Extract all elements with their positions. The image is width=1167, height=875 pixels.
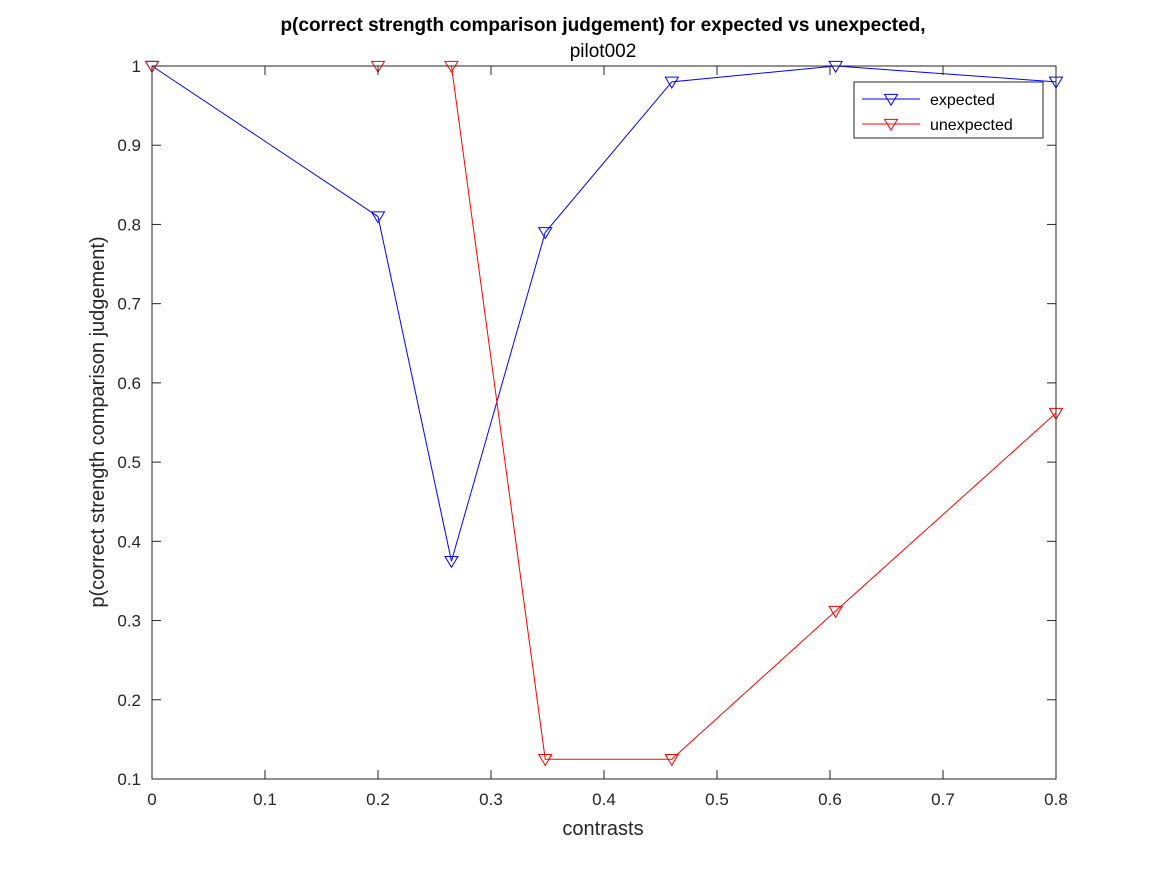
y-tick-label: 0.8 — [117, 215, 141, 234]
data-point-unexpected — [828, 605, 844, 619]
legend-marker — [883, 118, 899, 132]
legend-label: unexpected — [930, 117, 1013, 134]
y-tick-label: 0.5 — [117, 453, 141, 472]
data-point-unexpected — [664, 754, 680, 767]
data-point-expected — [370, 211, 386, 224]
data-point-expected — [537, 227, 553, 240]
legend-box — [853, 81, 1044, 139]
x-tick-label: 0.3 — [479, 790, 503, 809]
chart-title: p(correct strength comparison judgement)… — [280, 15, 925, 36]
x-axis: 0 0.1 0.2 0.3 0.4 0.5 0.6 0.7 0.8 — [147, 66, 1068, 809]
data-point-unexpected — [370, 60, 386, 74]
x-tick-label: 0.4 — [592, 790, 616, 809]
plot-area — [152, 66, 1056, 779]
legend-marker — [883, 93, 899, 107]
y-tick-label: 0.1 — [117, 770, 141, 789]
y-tick-label: 0.9 — [117, 136, 141, 155]
x-tick-label: 0.1 — [253, 790, 277, 809]
y-axis-label: p(correct strength comparison judgement) — [87, 236, 109, 607]
x-axis-label: contrasts — [562, 818, 643, 840]
data-point-expected — [828, 60, 844, 74]
x-tick-label: 0.8 — [1044, 790, 1068, 809]
legend-entry-unexpected: unexpected — [862, 117, 1013, 134]
legend: expected unexpected — [853, 81, 1044, 139]
y-axis: 0.1 0.2 0.3 0.4 0.5 0.6 0.7 0.8 0.9 1 — [117, 57, 1056, 789]
y-tick-label: 0.7 — [117, 295, 141, 314]
x-tick-label: 0.2 — [366, 790, 390, 809]
y-tick-label: 0.6 — [117, 374, 141, 393]
y-tick-label: 1 — [132, 57, 141, 76]
data-point-unexpected — [444, 60, 459, 74]
data-point-unexpected — [144, 60, 160, 74]
x-tick-label: 0.5 — [705, 790, 729, 809]
legend-label: expected — [930, 92, 995, 109]
data-point-unexpected — [537, 754, 553, 767]
y-tick-label: 0.2 — [117, 691, 141, 710]
chart-subtitle: pilot002 — [570, 41, 637, 62]
x-tick-label: 0 — [147, 790, 156, 809]
x-tick-label: 0.7 — [931, 790, 955, 809]
data-point-expected — [444, 555, 459, 569]
x-tick-label: 0.6 — [818, 790, 842, 809]
y-tick-label: 0.4 — [117, 532, 141, 551]
data-point-expected — [664, 76, 680, 89]
legend-entry-expected: expected — [862, 92, 995, 109]
y-tick-label: 0.3 — [117, 612, 141, 631]
